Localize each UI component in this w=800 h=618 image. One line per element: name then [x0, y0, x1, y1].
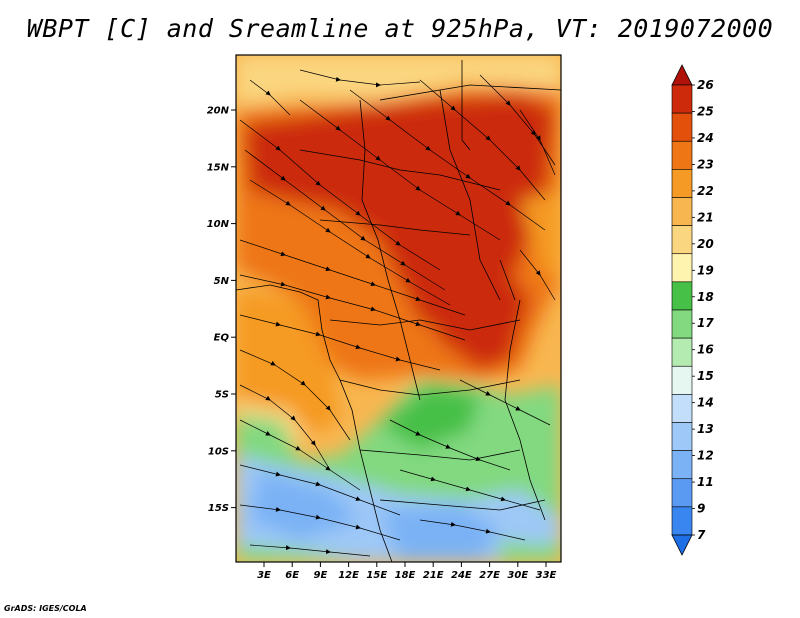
lat-tick-label: 15S	[208, 503, 229, 514]
colorbar-segment	[671, 478, 693, 508]
colorbar-label: 12	[697, 449, 714, 463]
map-frame	[235, 54, 562, 563]
colorbar-bottom-triangle	[671, 534, 693, 556]
lon-tick-label: 6E	[285, 570, 299, 581]
lat-tick-label: 5S	[215, 390, 229, 401]
colorbar-segment	[671, 197, 693, 226]
colorbar-segment	[671, 365, 693, 395]
colorbar-label: 26	[697, 78, 714, 92]
colorbar-label: 11	[697, 475, 714, 489]
colorbar-label: 21	[697, 210, 714, 224]
temperature-field	[236, 55, 561, 562]
colorbar-label: 17	[697, 316, 714, 330]
lat-tick-label: 10N	[207, 219, 230, 230]
colorbar-segment	[671, 506, 693, 536]
colorbar-segment	[671, 422, 693, 451]
credit-text: GrADS: IGES/COLA	[4, 604, 87, 613]
lon-tick-label: 18E	[395, 570, 416, 581]
lon-tick-label: 12E	[338, 570, 359, 581]
colorbar-top-triangle	[671, 64, 693, 86]
colorbar-segment	[671, 169, 693, 198]
colorbar-label: 16	[697, 343, 714, 357]
map-title: WBPT [C] and Sreamline at 925hPa, VT: 20…	[26, 14, 774, 43]
latitude-axis: 20N 15N 10N 5N EQ 5S 10S 15S	[207, 106, 236, 514]
colorbar-label: 7	[697, 528, 706, 542]
colorbar-label: 20	[697, 237, 714, 251]
colorbar-segment	[671, 225, 693, 255]
lon-tick-label: 15E	[366, 570, 387, 581]
colorbar-segment	[671, 112, 693, 142]
colorbar-label: 23	[697, 157, 714, 171]
colorbar-label: 14	[697, 396, 714, 410]
colorbar-label: 9	[697, 502, 705, 516]
colorbar: 7 9 11 12 13 14 15 16 17 18 19 20 21 22 23 24 25 26	[671, 64, 714, 556]
colorbar-label: 19	[697, 263, 714, 277]
lon-tick-label: 30E	[507, 570, 528, 581]
lon-tick-label: 9E	[314, 570, 328, 581]
colorbar-label: 18	[697, 290, 714, 304]
lat-tick-label: 20N	[207, 106, 230, 117]
lon-tick-label: 21E	[423, 570, 444, 581]
colorbar-segment	[671, 394, 693, 423]
lat-tick-label: 10S	[208, 446, 229, 457]
lat-tick-label: EQ	[214, 333, 230, 344]
lon-tick-label: 3E	[257, 570, 271, 581]
colorbar-label: 13	[697, 422, 714, 436]
colorbar-segment	[671, 281, 693, 311]
longitude-axis: 3E 6E 9E 12E 15E 18E 21E 24E 27E 30E 33E	[257, 562, 557, 581]
lat-tick-label: 5N	[214, 276, 230, 287]
colorbar-segment	[671, 253, 693, 283]
colorbar-segment	[671, 84, 693, 114]
colorbar-label: 15	[697, 369, 714, 383]
colorbar-label: 24	[697, 131, 714, 145]
streamlines	[239, 69, 556, 557]
lon-tick-label: 33E	[536, 570, 557, 581]
lon-tick-label: 27E	[479, 570, 500, 581]
colorbar-segment	[671, 450, 693, 480]
colorbar-segment	[671, 309, 693, 339]
colorbar-segment	[671, 140, 693, 170]
lon-tick-label: 24E	[451, 570, 472, 581]
colorbar-label: 22	[697, 184, 714, 198]
colorbar-label: 25	[697, 104, 714, 118]
lat-tick-label: 15N	[207, 162, 230, 173]
colorbar-segment	[671, 337, 693, 367]
